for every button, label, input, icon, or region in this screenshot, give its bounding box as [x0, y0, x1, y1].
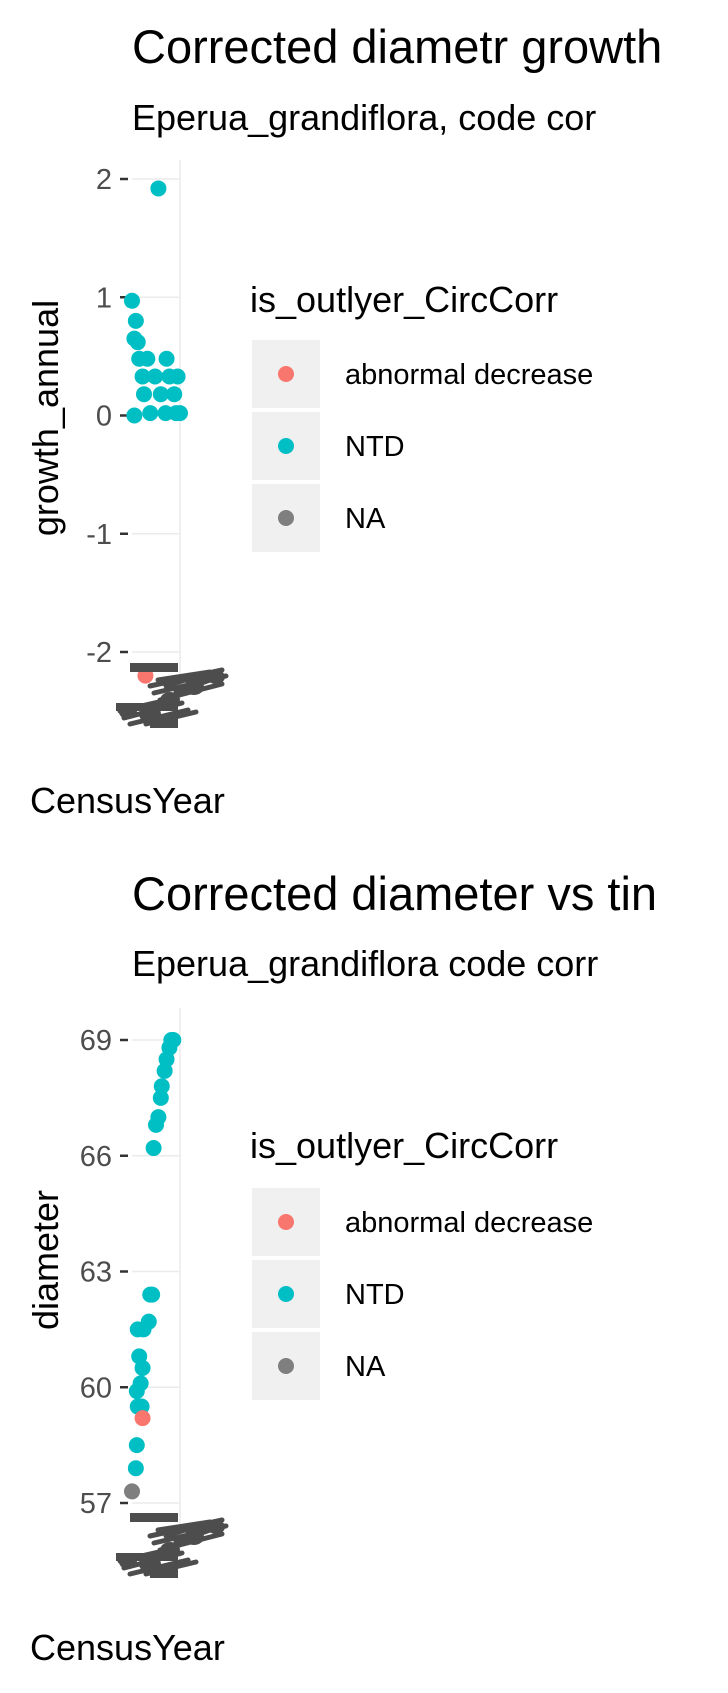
legend-label: NTD: [345, 431, 405, 463]
legend: is_outlyer_CircCorr abnormal decrease NTD…: [250, 279, 593, 552]
legend-title: is_outlyer_CircCorr: [250, 279, 558, 320]
legend-marker: [278, 366, 294, 382]
x-tick-blob: [160, 1542, 180, 1558]
y-tick-label: 1: [96, 282, 112, 314]
data-point: [126, 407, 143, 424]
data-point: [172, 405, 188, 422]
y-gridlines: [132, 1039, 180, 1504]
y-tick-label: 57: [80, 1488, 112, 1520]
data-point: [152, 1089, 169, 1106]
data-point: [134, 1410, 151, 1427]
data-point: [150, 180, 167, 197]
data-point: [150, 1109, 167, 1126]
data-point: [124, 1483, 140, 1500]
legend-marker: [278, 1358, 294, 1374]
chart-title: Corrected diameter vs tin: [132, 867, 657, 920]
data-point: [127, 312, 144, 329]
legend-keys: abnormal decrease NTD NA: [252, 1188, 593, 1400]
x-tick-blob: [160, 692, 180, 708]
panel-diameter: Corrected diameter vs tin Eperua_grandif…: [25, 867, 657, 1668]
data-point: [133, 1398, 150, 1415]
legend-label: NTD: [345, 1279, 405, 1311]
data-point: [131, 1348, 148, 1365]
legend-marker: [278, 1286, 294, 1302]
chart-subtitle: Eperua_grandiflora code corr: [132, 943, 598, 984]
x-tick-blob: [184, 1529, 204, 1545]
data-point: [166, 386, 183, 403]
y-axis-ticks: 2 1 0 -1 -2: [86, 164, 128, 669]
y-tick-label: 66: [80, 1141, 112, 1173]
chart-subtitle: Eperua_grandiflora, code cor: [132, 97, 596, 138]
data-point: [124, 292, 140, 309]
legend-marker: [278, 438, 294, 454]
legend-marker: [278, 1214, 294, 1230]
data-point: [136, 386, 152, 403]
data-point: [145, 1140, 162, 1157]
x-axis-label: CensusYear: [30, 1627, 225, 1668]
data-point: [132, 1375, 149, 1392]
data-point: [165, 1032, 182, 1048]
data-point: [129, 334, 146, 351]
chart-title: Corrected diametr growth: [132, 20, 662, 73]
y-tick-label: 69: [80, 1025, 112, 1057]
legend-label: NA: [345, 1351, 386, 1383]
x-axis-label: CensusYear: [30, 780, 225, 821]
x-tick-blob: [119, 705, 137, 719]
legend-label: NA: [345, 503, 386, 535]
legend-marker: [278, 510, 294, 526]
legend-keys: abnormal decrease NTD NA: [252, 340, 593, 552]
x-tick-blob: [207, 670, 225, 684]
data-point: [134, 368, 151, 385]
data-point: [147, 368, 164, 385]
y-axis-label: growth_annual: [25, 300, 66, 536]
data-point: [169, 368, 186, 385]
legend-label: abnormal decrease: [345, 1207, 593, 1239]
data-points: [124, 1032, 182, 1500]
legend-title: is_outlyer_CircCorr: [250, 1125, 558, 1166]
data-point: [128, 1437, 145, 1454]
x-tick-bar: [150, 718, 178, 728]
data-point: [127, 1460, 144, 1477]
y-tick-label: -1: [86, 519, 112, 551]
panel-growth: Corrected diametr growth Eperua_grandifl…: [25, 20, 662, 821]
data-point: [140, 1313, 157, 1330]
data-point: [144, 1286, 161, 1303]
data-point: [142, 405, 159, 422]
y-tick-label: 60: [80, 1372, 112, 1404]
x-tick-bar: [150, 1568, 178, 1578]
x-tick-labels-overlap: [116, 1513, 229, 1578]
data-point: [153, 1078, 170, 1095]
y-axis-ticks: 69 66 63 60 57: [80, 1025, 128, 1520]
x-tick-blob: [119, 1555, 137, 1569]
y-axis-label: diameter: [25, 1190, 66, 1330]
data-point: [139, 350, 156, 367]
x-tick-blob: [184, 679, 204, 695]
data-point: [158, 350, 175, 367]
data-points: [124, 180, 188, 684]
x-tick-bar: [130, 1513, 178, 1522]
y-tick-label: 2: [96, 164, 112, 196]
x-tick-blob: [207, 1520, 225, 1534]
y-tick-label: 63: [80, 1257, 112, 1289]
legend-label: abnormal decrease: [345, 359, 593, 391]
legend: is_outlyer_CircCorr abnormal decrease NTD…: [250, 1125, 593, 1400]
y-tick-label: -2: [86, 637, 112, 669]
y-tick-label: 0: [96, 401, 112, 433]
x-tick-labels-overlap: [116, 663, 229, 728]
x-tick-bar: [130, 663, 178, 672]
data-point: [152, 386, 169, 403]
